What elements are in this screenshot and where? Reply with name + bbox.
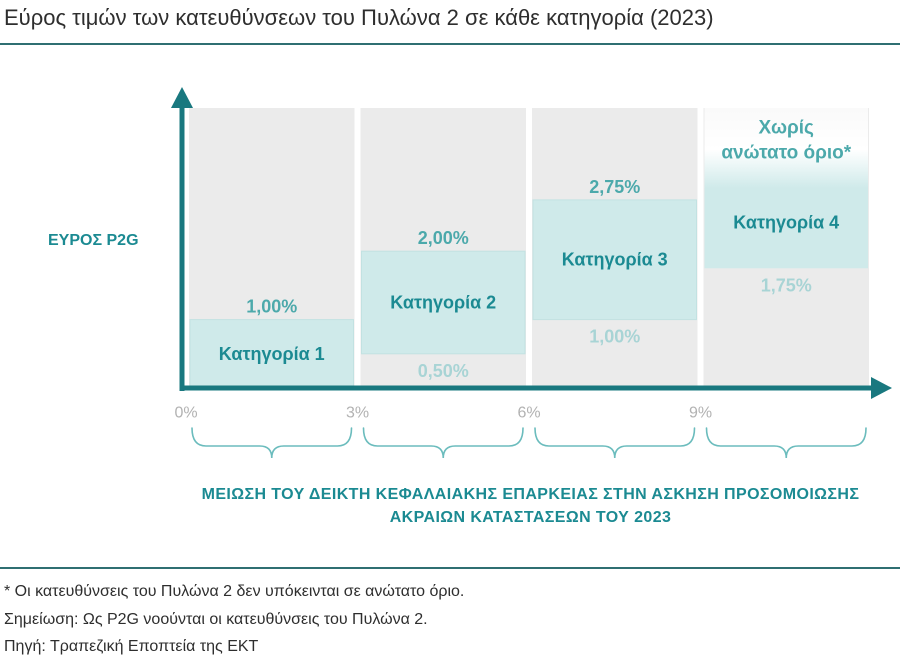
upper-value-label-2: 2,00% [418,228,469,248]
x-axis-arrowhead [871,377,892,399]
x-tick-labels: 0% 3% 6% 9% [174,405,712,422]
category-label-3: Κατηγορία 3 [562,250,668,270]
range-boxes [189,108,868,389]
y-axis-arrowhead [171,87,193,108]
lower-value-label-4: 1,75% [761,275,812,295]
no-upper-limit-label-line-2: ανώτατο όριο* [721,143,851,164]
x-tick-label-3: 6% [517,405,540,422]
x-axis-label-line-1: ΜΕΙΩΣΗ ΤΟΥ ΔΕΙΚΤΗ ΚΕΦΑΛΑΙΑΚΗΣ ΕΠΑΡΚΕΙΑΣ … [201,486,860,503]
x-tick-label-2: 3% [346,405,369,422]
brace-category-1 [191,427,353,459]
title-divider [0,43,900,45]
x-tick-label-4: 9% [689,405,712,422]
chart-title: Εύρος τιμών των κατευθύνσεων του Πυλώνα … [4,5,714,30]
brace-category-4 [705,427,867,459]
footnotes: * Οι κατευθύνσεις του Πυλώνα 2 δεν υπόκε… [4,578,464,661]
notes-divider [0,567,900,569]
no-upper-limit-label-line-1: Χωρίς [759,118,815,139]
category-label-1: Κατηγορία 1 [219,344,325,364]
brace-category-3 [534,427,696,459]
category-label-4: Κατηγορία 4 [733,212,839,232]
lower-value-label-2: 0,50% [418,361,469,381]
segment-braces [191,427,867,459]
category-label-2: Κατηγορία 2 [390,292,496,312]
range-box-category-2 [361,250,526,355]
brace-category-2 [362,427,524,459]
axes [171,87,892,399]
x-tick-label-1: 0% [174,405,197,422]
x-axis-label: ΜΕΙΩΣΗ ΤΟΥ ΔΕΙΚΤΗ ΚΕΦΑΛΑΙΑΚΗΣ ΕΠΑΡΚΕΙΑΣ … [161,483,900,529]
upper-value-label-3: 2,75% [589,177,640,197]
range-box-category-3 [532,199,697,321]
footnote-note: Σημείωση: Ως P2G νοούνται οι κατευθύνσει… [4,610,428,628]
footnote-asterisk: * Οι κατευθύνσεις του Πυλώνα 2 δεν υπόκε… [4,583,465,600]
footnote-source: Πηγή: Τραπεζική Εποπτεία της ΕΚΤ [4,638,259,655]
upper-value-label-1: 1,00% [246,297,297,317]
lower-value-label-3: 1,00% [589,327,640,347]
value-labels: Κατηγορία 1 1,00% Κατηγορία 2 2,00% 0,50% Κατ… [219,118,852,381]
y-axis-label: ΕΥΡΟΣ P2G [48,232,139,249]
range-box-category-1 [189,319,354,389]
range-box-category-4 [704,108,868,269]
x-axis-label-line-2: ΑΚΡΑΙΩΝ ΚΑΤΑΣΤΑΣΕΩΝ ΤΟΥ 2023 [389,509,672,526]
